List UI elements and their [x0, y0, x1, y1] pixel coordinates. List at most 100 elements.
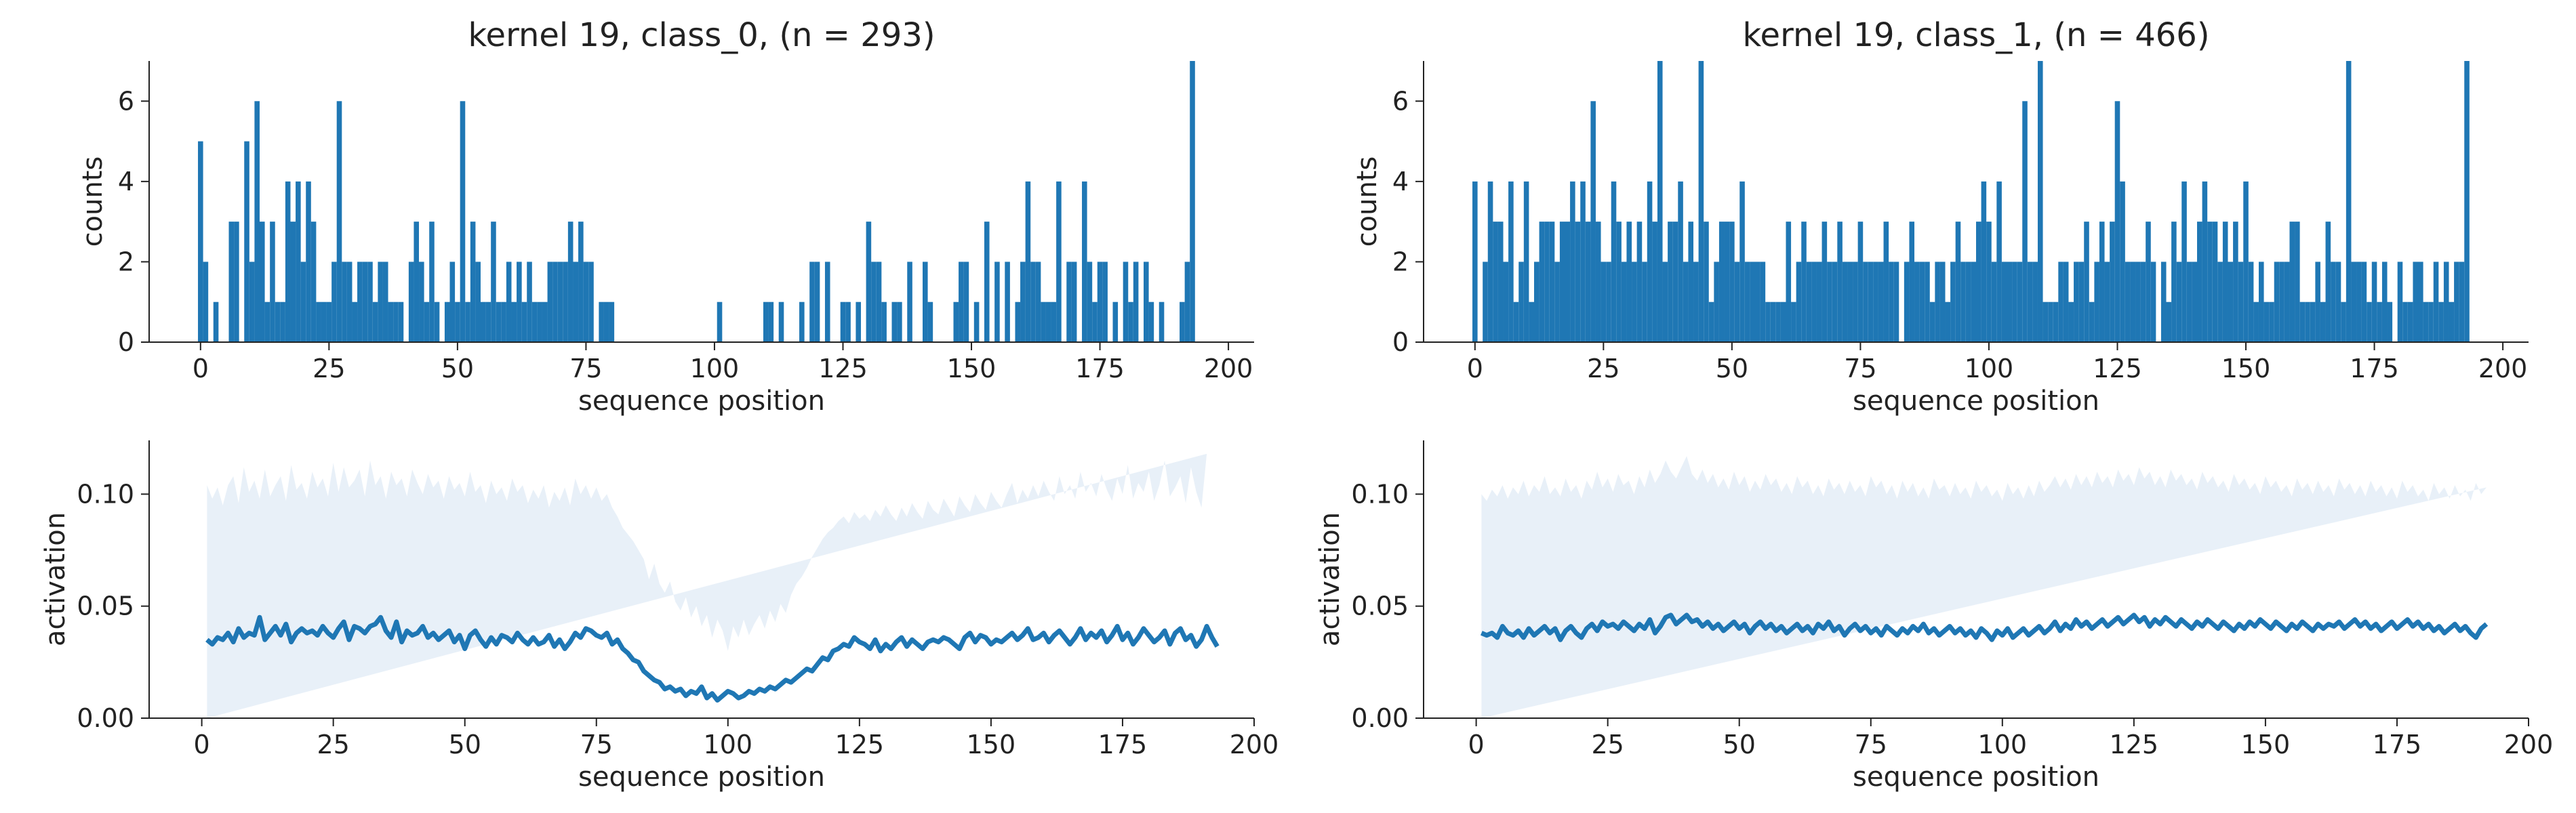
bar	[1904, 262, 1910, 342]
bar	[2371, 262, 2377, 342]
bar	[1971, 262, 1976, 342]
bar	[1775, 301, 1781, 342]
bar	[203, 262, 209, 342]
y-tick-label: 0.05	[1351, 591, 1409, 621]
bar	[1606, 262, 1611, 342]
bar	[1529, 301, 1534, 342]
bar	[1190, 61, 1195, 342]
bar	[2089, 301, 2095, 342]
x-tick-label: 50	[1716, 354, 1748, 383]
bar	[1693, 262, 1699, 342]
bar	[2464, 61, 2470, 342]
bar	[2110, 222, 2115, 342]
bar	[799, 301, 805, 342]
bar	[2459, 262, 2465, 342]
bar	[527, 262, 532, 342]
bar	[2104, 262, 2110, 342]
bar	[2058, 262, 2064, 342]
bar	[927, 301, 933, 342]
bar	[2084, 222, 2089, 342]
bar	[460, 101, 466, 343]
bar	[845, 301, 851, 342]
bar	[557, 262, 563, 342]
bar	[2263, 301, 2270, 342]
bar	[270, 222, 275, 342]
bar	[1647, 181, 1653, 342]
bar	[1960, 262, 1966, 342]
bar	[2428, 301, 2434, 342]
bar	[382, 262, 388, 342]
bar	[871, 262, 877, 342]
bar	[1575, 222, 1581, 342]
bar	[814, 262, 820, 342]
bar	[1128, 301, 1133, 342]
bar	[1642, 262, 1647, 342]
bar	[2032, 262, 2038, 342]
bar	[953, 301, 959, 342]
bar	[578, 222, 584, 342]
bar	[1868, 262, 1874, 342]
bar	[2099, 222, 2105, 342]
bar	[2243, 181, 2249, 342]
bar	[2027, 262, 2033, 342]
x-tick-label: 150	[2221, 354, 2271, 383]
y-tick-label: 0.10	[1351, 479, 1409, 509]
bar	[2325, 222, 2331, 342]
x-tick-label: 100	[704, 730, 753, 759]
bar	[1935, 262, 1940, 342]
bar	[1133, 262, 1139, 342]
bar	[1585, 222, 1591, 342]
bar	[2222, 222, 2228, 342]
x-tick-label: 125	[2110, 730, 2159, 759]
x-tick-label: 200	[2478, 354, 2528, 383]
x-tick-label: 175	[2373, 730, 2422, 759]
bar	[2022, 101, 2028, 343]
bar	[1570, 181, 1575, 342]
bar	[2212, 222, 2218, 342]
bar	[1981, 181, 1987, 342]
bar	[388, 301, 394, 342]
bar	[2146, 222, 2151, 342]
bar	[1015, 301, 1021, 342]
bar	[1097, 262, 1103, 342]
bar	[1087, 262, 1093, 342]
bar	[959, 262, 964, 342]
bar	[2012, 262, 2017, 342]
y-axis-label: activation	[40, 512, 71, 646]
bar	[1976, 222, 1981, 342]
x-tick-label: 200	[1230, 730, 1279, 759]
bar	[2094, 262, 2099, 342]
bar	[2299, 301, 2306, 342]
bar	[260, 222, 265, 342]
bar	[2295, 222, 2300, 342]
bar	[1889, 262, 1894, 342]
bar	[1554, 262, 1560, 342]
bar	[717, 301, 723, 342]
bar	[1832, 262, 1838, 342]
x-tick-label: 150	[967, 730, 1016, 759]
bar	[1611, 181, 1617, 342]
bar	[1704, 222, 1709, 342]
bar	[2207, 222, 2213, 342]
bar	[2063, 262, 2069, 342]
bar	[367, 262, 373, 342]
bar	[1760, 262, 1766, 342]
bar	[1523, 181, 1529, 342]
bar	[2341, 301, 2346, 342]
bar	[1724, 222, 1730, 342]
bar	[1929, 301, 1935, 342]
bar	[2074, 262, 2079, 342]
bar	[1071, 262, 1077, 342]
x-tick-label: 0	[194, 730, 210, 759]
bar	[517, 262, 522, 342]
bar	[2454, 262, 2459, 342]
bar	[2176, 262, 2182, 342]
bar	[1497, 222, 1504, 342]
bar	[609, 301, 615, 342]
bar	[2228, 262, 2234, 342]
bar	[2284, 262, 2290, 342]
x-tick-label: 125	[818, 354, 868, 383]
bar	[2192, 262, 2197, 342]
bar	[2407, 301, 2413, 342]
chart-title: kernel 19, class_1, (n = 466)	[1742, 16, 2209, 54]
